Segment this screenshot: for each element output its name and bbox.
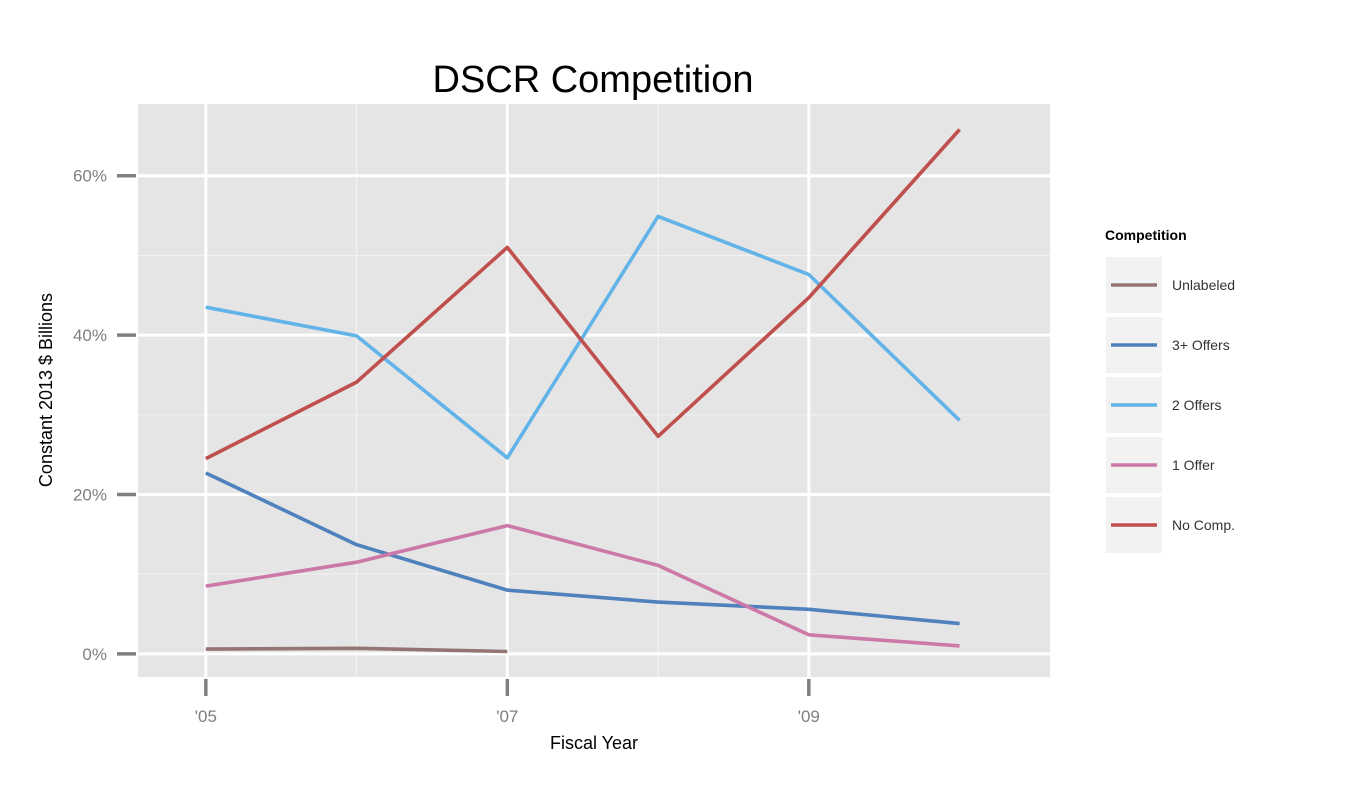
series-line	[204, 128, 961, 461]
legend-label: Unlabeled	[1172, 277, 1235, 293]
y-axis: 0% 20% 40% 60%	[73, 167, 136, 664]
y-tick-label: 60%	[73, 167, 107, 186]
series-line	[205, 214, 961, 460]
x-tick-label: '07	[496, 707, 518, 726]
chart-title: DSCR Competition	[433, 59, 754, 101]
legend-label: 2 Offers	[1172, 397, 1222, 413]
x-axis: '05 '07 '09	[195, 679, 820, 726]
legend-items: Unlabeled 3+ Offers 2 Offers 1 Offer No Comp…	[1106, 257, 1235, 553]
legend: Competition Unlabeled 3+ Offers 2 Offers 1 …	[1105, 227, 1235, 553]
legend-label: 3+ Offers	[1172, 337, 1230, 353]
series-lines	[204, 128, 961, 654]
y-tick-label: 0%	[82, 645, 107, 664]
y-tick-label: 40%	[73, 326, 107, 345]
y-axis-title: Constant 2013 $ Billions	[36, 293, 56, 487]
x-tick-label: '09	[798, 707, 820, 726]
series-line	[205, 523, 960, 648]
legend-label: 1 Offer	[1172, 457, 1215, 473]
plot-panel	[138, 104, 1050, 677]
series-line	[205, 646, 508, 654]
x-tick-label: '05	[195, 707, 217, 726]
x-axis-title: Fiscal Year	[550, 733, 638, 753]
legend-label: No Comp.	[1172, 517, 1235, 533]
grid-major	[138, 104, 1050, 677]
legend-title: Competition	[1105, 227, 1187, 243]
y-tick-label: 20%	[73, 486, 107, 505]
series-line	[205, 471, 960, 626]
